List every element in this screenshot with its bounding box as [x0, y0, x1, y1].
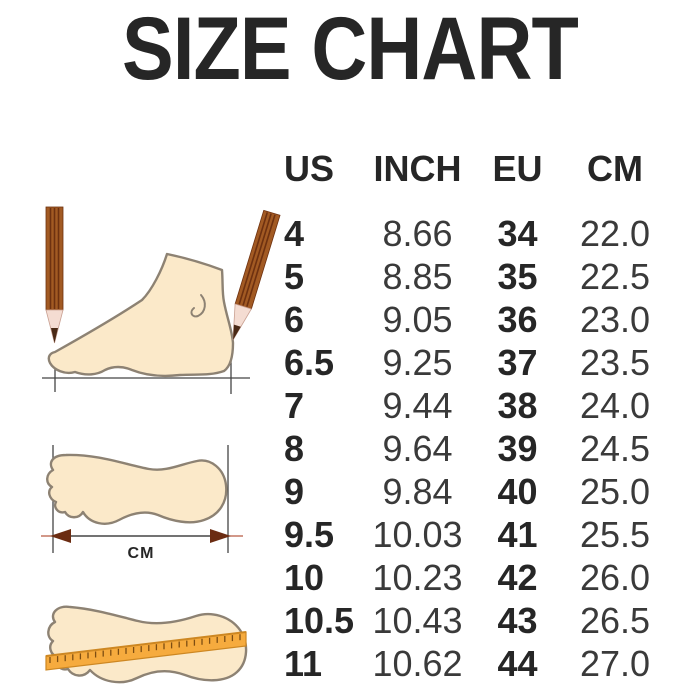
- pencil-vertical-icon: [45, 206, 64, 344]
- us-size: 10.5: [284, 599, 355, 641]
- cm-size: 22.0: [579, 212, 651, 254]
- eu-size: 36: [497, 298, 538, 340]
- inch-size: 9.05: [382, 298, 453, 340]
- foot-side-profile: [47, 252, 235, 378]
- inch-size: 10.43: [372, 599, 463, 641]
- cm-size: 23.0: [579, 298, 651, 340]
- us-size: 10: [284, 556, 325, 598]
- inch-column-header: INCH: [373, 148, 462, 189]
- inch-size: 8.85: [382, 255, 453, 297]
- table-row: 10.5 10.43 43 26.5: [280, 599, 665, 642]
- table-row: 9 9.84 40 25.0: [280, 470, 665, 513]
- table-header: US INCH EU CM: [280, 148, 665, 189]
- eu-size: 41: [497, 513, 538, 555]
- arrow-head-left: [50, 529, 71, 543]
- cm-size: 23.5: [579, 341, 651, 383]
- us-size: 4: [284, 212, 305, 254]
- table-row: 10 10.23 42 26.0: [280, 556, 665, 599]
- pencil-diagonal-icon: [232, 209, 281, 341]
- foot-measure-illustration: [42, 206, 281, 394]
- page-title: SIZE CHART: [122, 0, 579, 98]
- inch-size: 9.44: [382, 384, 453, 426]
- eu-size: 40: [497, 470, 538, 512]
- us-size: 5: [284, 255, 305, 297]
- eu-size: 43: [497, 599, 538, 641]
- eu-size: 39: [497, 427, 538, 469]
- eu-size: 34: [497, 212, 538, 254]
- table-rows: 4 8.66 34 22.0 5 8.85 35 22.5 6 9.05 36 …: [280, 212, 665, 685]
- cm-size: 26.0: [579, 556, 651, 598]
- us-size: 9: [284, 470, 305, 512]
- cm-size: 25.0: [579, 470, 651, 512]
- eu-column-header: EU: [492, 148, 543, 189]
- us-column-header: US: [284, 148, 335, 189]
- footprint-length-illustration: CM: [41, 445, 243, 562]
- eu-size: 42: [497, 556, 538, 598]
- inch-size: 8.66: [382, 212, 453, 254]
- arrow-head-right: [210, 529, 231, 543]
- cm-arrow-label: CM: [128, 545, 155, 562]
- ruler-top-edge: [45, 631, 247, 657]
- table-row: 7 9.44 38 24.0: [280, 384, 665, 427]
- footprint-ruler-illustration: [45, 605, 248, 684]
- table-row: 4 8.66 34 22.0: [280, 212, 665, 255]
- cm-size: 25.5: [579, 513, 651, 555]
- table-row: 6.5 9.25 37 23.5: [280, 341, 665, 384]
- eu-size: 37: [497, 341, 538, 383]
- us-size: 9.5: [284, 513, 335, 555]
- ankle-curl: [190, 294, 206, 318]
- us-size: 11: [284, 642, 323, 684]
- inch-size: 9.64: [382, 427, 453, 469]
- inch-size: 9.84: [382, 470, 453, 512]
- cm-size: 24.5: [579, 427, 651, 469]
- inch-size: 10.03: [372, 513, 463, 555]
- inch-size: 9.25: [382, 341, 453, 383]
- us-size: 7: [284, 384, 305, 426]
- table-row: 9.5 10.03 41 25.5: [280, 513, 665, 556]
- eu-size: 35: [497, 255, 538, 297]
- us-size: 8: [284, 427, 305, 469]
- cm-size: 26.5: [579, 599, 651, 641]
- table-row: 11 10.62 44 27.0: [280, 642, 665, 685]
- ruler-ticks: [49, 634, 241, 663]
- table-row: 8 9.64 39 24.5: [280, 427, 665, 470]
- table-row: 5 8.85 35 22.5: [280, 255, 665, 298]
- cm-column-header: CM: [587, 148, 643, 189]
- inch-size: 10.23: [372, 556, 463, 598]
- table-row: 6 9.05 36 23.0: [280, 298, 665, 341]
- eu-size: 44: [497, 642, 538, 684]
- cm-size: 24.0: [579, 384, 651, 426]
- us-size: 6.5: [284, 341, 335, 383]
- cm-size: 27.0: [579, 642, 651, 684]
- footprint-outline: [46, 453, 228, 525]
- us-size: 6: [284, 298, 305, 340]
- eu-size: 38: [497, 384, 538, 426]
- cm-size: 22.5: [579, 255, 651, 297]
- inch-size: 10.62: [372, 642, 463, 684]
